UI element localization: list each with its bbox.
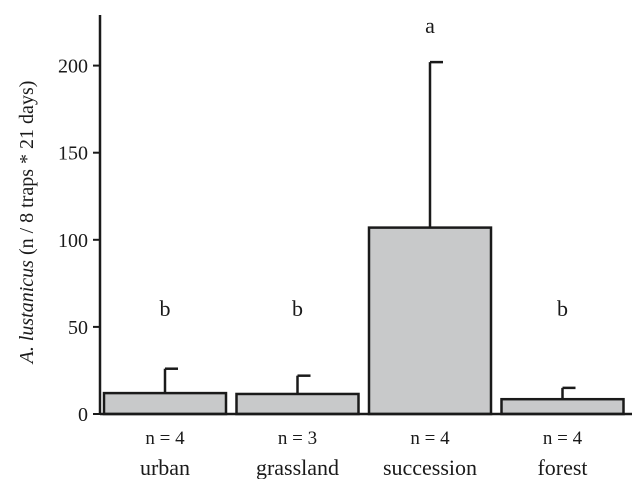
category-label-forest: forest bbox=[537, 455, 587, 479]
significance-letter: b bbox=[160, 296, 171, 321]
y-tick-label: 0 bbox=[78, 404, 88, 426]
bar-succession bbox=[367, 226, 493, 416]
category-labels-layer: n = 4 urban n = 3 grassland n = 4 succession n… bbox=[140, 428, 588, 479]
y-ticks-layer: 0 50 100 150 200 bbox=[58, 56, 100, 426]
y-tick-label: 50 bbox=[68, 317, 88, 339]
significance-letter: b bbox=[557, 296, 568, 321]
sample-size-label: n = 4 bbox=[145, 428, 185, 449]
bar-forest bbox=[500, 397, 625, 416]
sample-size-label: n = 4 bbox=[543, 428, 583, 449]
bar-grassland bbox=[235, 392, 360, 416]
significance-letters-layer: b b a b bbox=[160, 13, 569, 321]
y-tick-label: 200 bbox=[58, 56, 88, 78]
sample-size-label: n = 4 bbox=[410, 428, 450, 449]
bar-urban bbox=[102, 391, 228, 416]
y-tick-label: 150 bbox=[58, 143, 88, 165]
category-label-succession: succession bbox=[383, 455, 477, 479]
y-tick-label: 100 bbox=[58, 230, 88, 252]
significance-letter: a bbox=[425, 13, 435, 38]
sample-size-label: n = 3 bbox=[278, 428, 317, 449]
bars-layer bbox=[102, 226, 625, 416]
error-bars-layer bbox=[163, 60, 576, 400]
axes-layer bbox=[98, 15, 632, 416]
y-axis-label: A. lustanicus (n / 8 traps * 21 days) bbox=[16, 81, 38, 366]
significance-letter: b bbox=[292, 296, 303, 321]
category-label-urban: urban bbox=[140, 455, 190, 479]
category-label-grassland: grassland bbox=[256, 455, 339, 479]
